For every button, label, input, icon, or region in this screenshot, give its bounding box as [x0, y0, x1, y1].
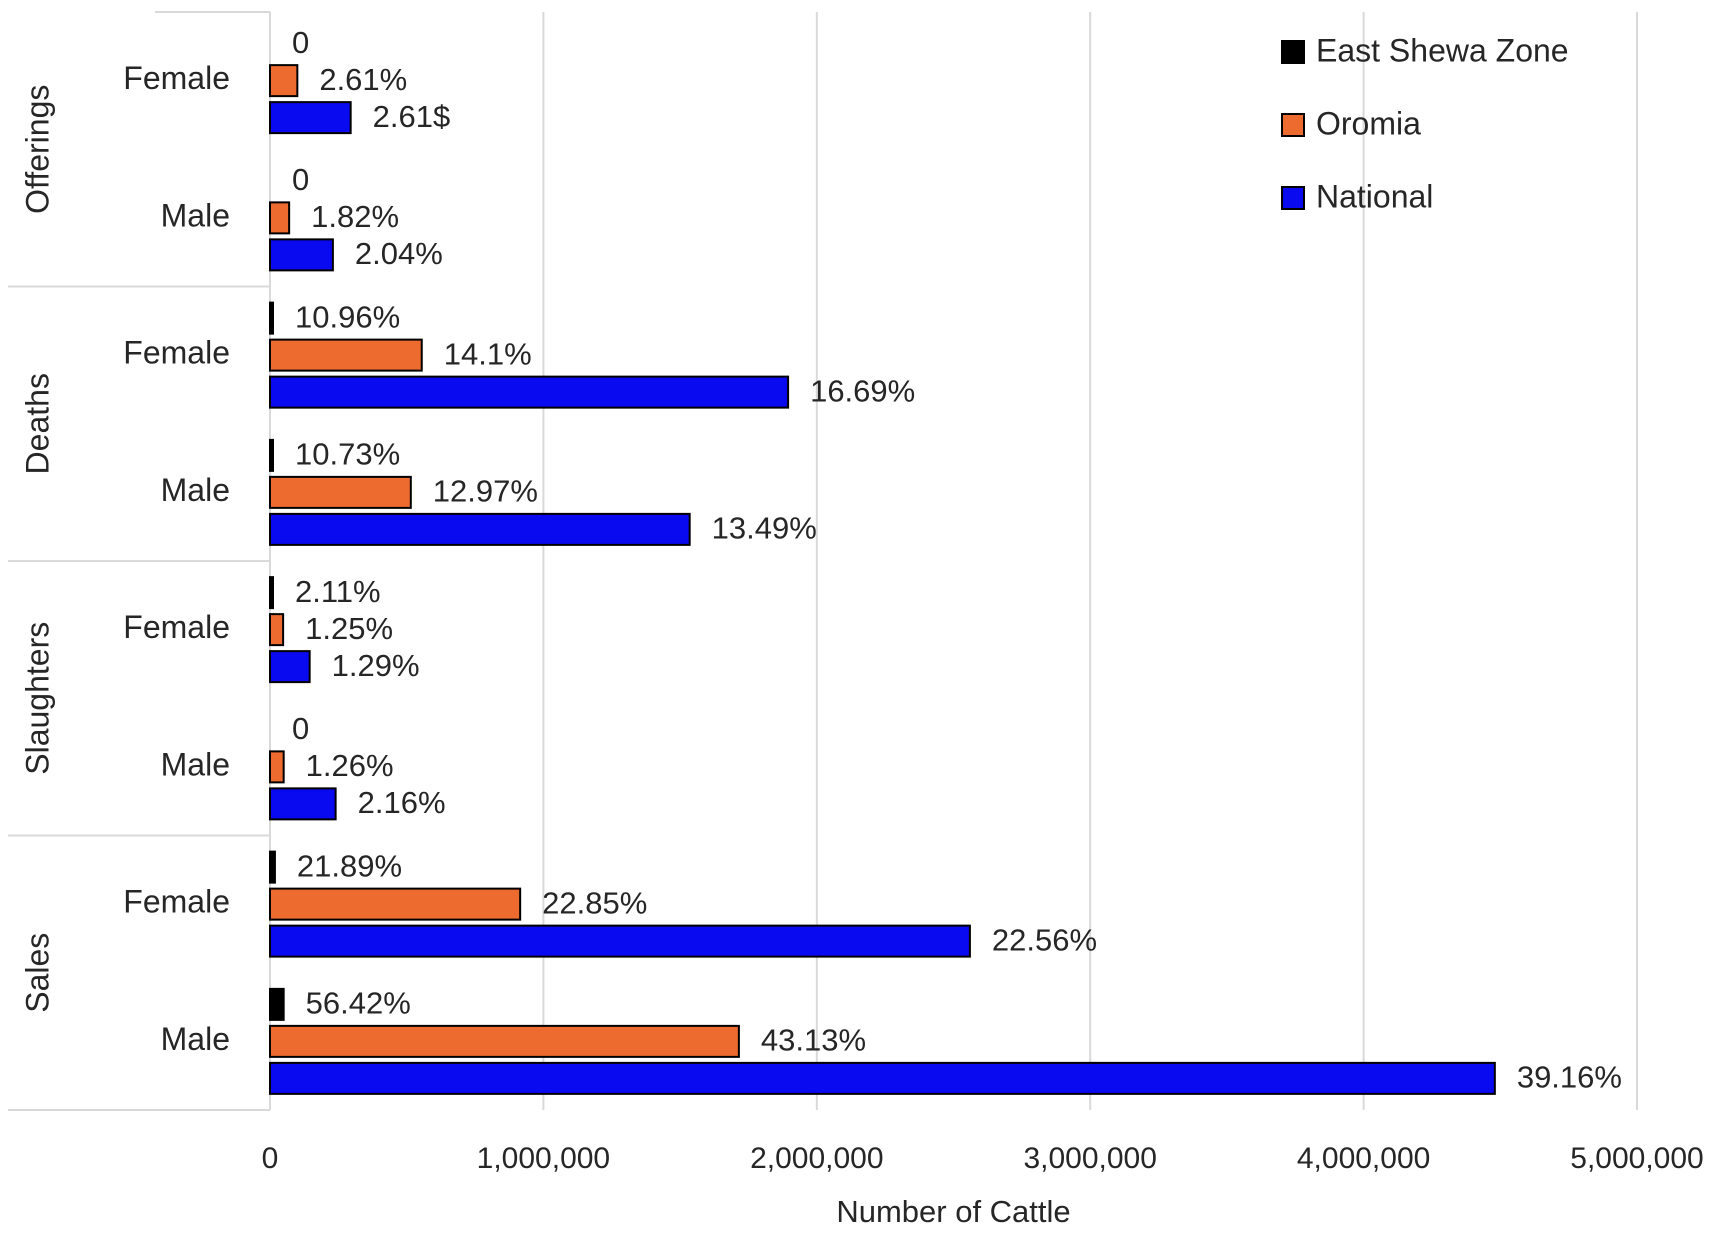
data-label: 13.49% — [712, 511, 817, 546]
legend-label: East Shewa Zone — [1316, 32, 1569, 68]
bar — [269, 1024, 740, 1058]
x-tick-label: 0 — [262, 1142, 279, 1175]
data-label: 2.61% — [319, 62, 407, 97]
data-label: 1.25% — [305, 611, 393, 646]
group-labels: Offerings Deaths Slaughters Sales — [19, 85, 55, 1013]
data-label: 56.42% — [306, 986, 411, 1021]
data-label: 10.96% — [295, 299, 400, 334]
legend-item: Oromia — [1281, 105, 1421, 141]
group-label: Slaughters — [19, 622, 55, 775]
data-label: 22.85% — [542, 885, 647, 920]
bar — [269, 887, 522, 921]
data-label: 12.97% — [433, 474, 538, 509]
bar — [269, 64, 299, 98]
category-label: Male — [161, 472, 230, 508]
bar — [269, 201, 291, 235]
bar — [269, 338, 423, 372]
legend-swatch — [1281, 113, 1305, 137]
category-labels: Female Male Female Male Female Male Female Male — [123, 60, 230, 1057]
data-label: 0 — [292, 711, 309, 746]
group-label: Deaths — [19, 373, 55, 474]
group-label: Offerings — [19, 85, 55, 214]
x-tick-label: 3,000,000 — [1023, 1142, 1156, 1175]
category-label: Male — [161, 197, 230, 233]
data-label: 43.13% — [761, 1023, 866, 1058]
bar — [269, 512, 691, 546]
bar — [269, 238, 334, 272]
category-label: Female — [123, 609, 230, 645]
x-tick-label: 1,000,000 — [477, 1142, 610, 1175]
bar — [269, 576, 274, 610]
data-label: 1.82% — [311, 199, 399, 234]
data-label: 10.73% — [295, 437, 400, 472]
data-label: 16.69% — [810, 373, 915, 408]
data-label: 2.11% — [295, 574, 381, 609]
x-tick-labels: 0 1,000,000 2,000,000 3,000,000 4,000,000 5,0… — [262, 1142, 1704, 1175]
legend-label: National — [1316, 178, 1433, 214]
category-label: Female — [123, 884, 230, 920]
x-tick-label: 5,000,000 — [1570, 1142, 1703, 1175]
data-label: 2.61$ — [373, 99, 451, 134]
bar — [269, 750, 285, 784]
x-tick-label: 4,000,000 — [1297, 1142, 1430, 1175]
legend-item: East Shewa Zone — [1281, 32, 1569, 68]
group-label: Sales — [19, 933, 55, 1013]
bar — [269, 438, 274, 472]
category-label: Male — [161, 1021, 230, 1057]
legend-label: Oromia — [1316, 105, 1421, 141]
bar — [269, 613, 285, 647]
x-axis-title: Number of Cattle — [836, 1194, 1070, 1229]
data-label: 2.04% — [355, 236, 443, 271]
legend: East Shewa Zone Oromia National — [1281, 32, 1569, 214]
bar — [269, 475, 412, 509]
category-label: Female — [123, 335, 230, 371]
data-label: 0 — [292, 162, 309, 197]
bar — [269, 850, 276, 884]
data-labels: 02.61%2.61$01.82%2.04%10.96%14.1%16.69%1… — [292, 25, 1622, 1095]
bar — [269, 987, 285, 1021]
data-label: 1.26% — [306, 748, 394, 783]
x-tick-label: 2,000,000 — [750, 1142, 883, 1175]
data-label: 2.16% — [358, 785, 446, 820]
legend-item: National — [1281, 178, 1433, 214]
data-label: 0 — [292, 25, 309, 60]
category-label: Male — [161, 746, 230, 782]
data-label: 21.89% — [297, 848, 402, 883]
data-label: 22.56% — [992, 922, 1097, 957]
bar — [269, 375, 790, 409]
bars — [269, 64, 1496, 1095]
category-label: Female — [123, 60, 230, 96]
legend-swatch — [1281, 186, 1305, 210]
bar — [269, 1061, 1496, 1095]
bar — [269, 301, 274, 335]
legend-swatch — [1281, 40, 1305, 64]
bar — [269, 924, 971, 958]
data-label: 39.16% — [1517, 1060, 1622, 1095]
bar — [269, 787, 337, 821]
data-label: 14.1% — [444, 336, 532, 371]
bar — [269, 650, 311, 684]
data-label: 1.29% — [332, 648, 420, 683]
bar — [269, 101, 352, 135]
